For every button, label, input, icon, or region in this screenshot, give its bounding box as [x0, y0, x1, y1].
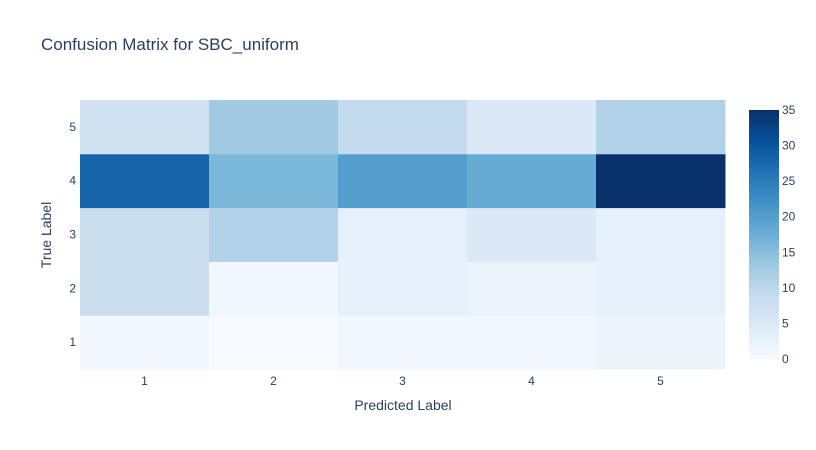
heatmap-cell — [467, 315, 597, 370]
heatmap-cell — [467, 207, 597, 262]
heatmap-cells — [80, 100, 726, 370]
heatmap-cell — [596, 153, 726, 209]
chart-title: Confusion Matrix for SBC_uniform — [41, 35, 299, 54]
colorbar-ticks: 0 5 10 15 20 25 30 35 — [782, 103, 796, 366]
colorbar-tick-label: 25 — [782, 174, 796, 188]
colorbar-tick-label: 20 — [782, 210, 796, 224]
colorbar-tick-label: 35 — [782, 103, 796, 117]
heatmap-cell — [596, 207, 726, 262]
heatmap-cell — [209, 207, 339, 262]
heatmap-cell — [596, 315, 726, 370]
x-axis-ticks: 1 2 3 4 5 — [141, 374, 664, 388]
heatmap-cell — [209, 153, 339, 209]
heatmap-cell — [80, 261, 210, 316]
colorbar-tick-label: 10 — [782, 281, 796, 295]
y-tick-label: 3 — [69, 228, 76, 242]
heatmap-cell — [209, 261, 339, 316]
x-tick-label: 2 — [270, 374, 277, 388]
y-tick-label: 4 — [69, 174, 76, 188]
x-axis-title: Predicted Label — [354, 397, 451, 413]
heatmap-cell — [80, 100, 210, 155]
heatmap-cell — [596, 261, 726, 316]
heatmap-cell — [80, 153, 210, 209]
heatmap-cell — [338, 261, 468, 316]
colorbar-tick-label: 5 — [782, 316, 789, 330]
heatmap-cell — [338, 207, 468, 262]
heatmap-cell — [338, 153, 468, 209]
heatmap-cell — [467, 100, 597, 155]
heatmap-cell — [209, 100, 339, 155]
y-axis-title: True Label — [38, 202, 54, 268]
heatmap-cell — [467, 153, 597, 209]
x-tick-label: 3 — [399, 374, 406, 388]
colorbar-tick-label: 15 — [782, 245, 796, 259]
heatmap-cell — [338, 315, 468, 370]
x-tick-label: 1 — [141, 374, 148, 388]
y-axis-ticks: 1 2 3 4 5 — [69, 120, 76, 349]
heatmap-cell — [596, 100, 726, 155]
heatmap-cell — [209, 315, 339, 370]
y-tick-label: 2 — [69, 281, 76, 295]
x-tick-label: 4 — [528, 374, 535, 388]
colorbar — [749, 110, 779, 359]
heatmap-cell — [467, 261, 597, 316]
x-tick-label: 5 — [657, 374, 664, 388]
heatmap-cell — [338, 100, 468, 155]
colorbar-tick-label: 30 — [782, 139, 796, 153]
heatmap-cell — [80, 207, 210, 262]
y-tick-label: 5 — [69, 120, 76, 134]
y-tick-label: 1 — [69, 335, 76, 349]
colorbar-tick-label: 0 — [782, 352, 789, 366]
heatmap-cell — [80, 315, 210, 370]
